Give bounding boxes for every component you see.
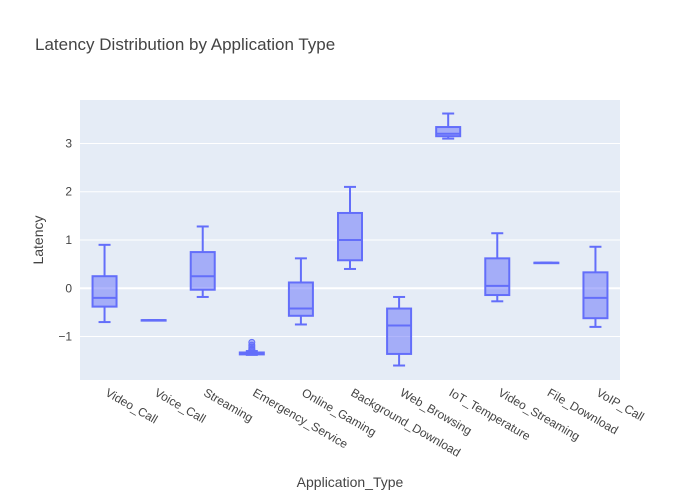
y-axis-title: Latency (30, 215, 46, 264)
box-Web_Browsing (386, 295, 413, 367)
y-tick-label: 2 (65, 185, 72, 199)
box-iqr (91, 275, 118, 308)
box-Streaming (189, 225, 216, 298)
x-axis-title: Application_Type (297, 474, 404, 490)
box-Emergency_Service (238, 338, 265, 356)
y-tick-label: 3 (65, 136, 72, 150)
box-Video_Streaming (484, 232, 511, 303)
y-tick-label: −1 (58, 330, 72, 344)
x-tick-label: IoT_Temperature (447, 385, 533, 443)
box-iqr (435, 126, 462, 138)
box-iqr (337, 211, 363, 262)
box-File_Download (533, 261, 560, 265)
box-iqr (582, 271, 609, 320)
x-tick-label: Voice_Call (152, 385, 208, 425)
box-VoIP_Call (582, 245, 609, 328)
box-iqr (189, 251, 216, 291)
x-tick-label: Video_Call (103, 385, 160, 426)
box-Voice_Call (140, 319, 167, 322)
boxes (91, 112, 609, 367)
y-tick-label: 1 (65, 233, 72, 247)
box-IoT_Temperature (435, 112, 462, 140)
box-Background_Download (337, 185, 363, 270)
box-iqr (484, 257, 511, 297)
box-iqr (386, 307, 413, 355)
y-tick-labels: −1 0 1 2 3 (58, 136, 72, 343)
outlier-point (248, 346, 256, 354)
box-Video_Call (91, 243, 118, 324)
x-tick-label: Streaming (201, 385, 255, 424)
box-Online_Gaming (287, 257, 314, 326)
y-tick-label: 0 (65, 281, 72, 295)
box-iqr (287, 281, 314, 317)
x-tick-label: Video_Streaming (496, 385, 583, 443)
x-tick-labels: Video_CallVoice_CallStreamingEmergency_S… (103, 385, 647, 459)
chart-title: Latency Distribution by Application Type (35, 35, 335, 54)
